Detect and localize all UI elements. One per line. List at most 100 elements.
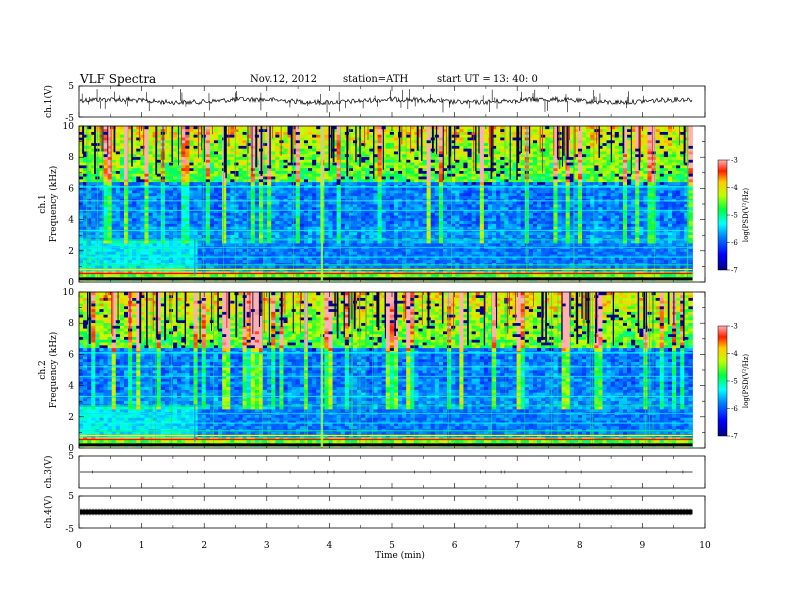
ch1-spectrogram-cell bbox=[328, 231, 333, 236]
ch1-spectrogram-cell bbox=[271, 190, 276, 194]
ch1-spectrogram-cell bbox=[361, 148, 366, 152]
ch1-spectrogram-cell bbox=[258, 248, 264, 252]
ch1-spectrogram-cell bbox=[234, 178, 239, 183]
ch1-spectrogram-cell bbox=[181, 184, 186, 188]
ch1-spectrogram-cell bbox=[156, 215, 162, 219]
ch1-spectrogram-cell bbox=[402, 198, 407, 202]
ch1-spectrogram-cell bbox=[128, 248, 133, 252]
ch1-spectrogram-cell bbox=[402, 192, 407, 197]
ch1-spectrogram-cell bbox=[107, 178, 113, 183]
ch1-spectrogram-cell bbox=[283, 243, 288, 247]
ch1-spectrogram-cell bbox=[218, 170, 223, 174]
ch1-spectrogram-cell bbox=[267, 181, 272, 185]
ch1-spectrogram-cell bbox=[267, 190, 272, 194]
ch1-spectrogram-cell bbox=[250, 137, 256, 141]
ch1-spectrogram-cell bbox=[263, 128, 268, 132]
ch1-spectrogram-cell bbox=[132, 251, 137, 255]
ch1-spectrogram-cell bbox=[136, 259, 141, 263]
ch1-spectrogram-cell bbox=[271, 212, 276, 216]
ch1-spectrogram-cell bbox=[373, 223, 378, 227]
ch1-spectrogram-cell bbox=[111, 212, 117, 216]
ch1-spectrogram-cell bbox=[385, 234, 391, 238]
ch1-spectrogram-cell bbox=[263, 248, 268, 252]
ch1-spectrogram-cell bbox=[140, 270, 145, 275]
ch1-spectrogram-cell bbox=[414, 167, 419, 171]
ch1-spectrogram-cell bbox=[152, 139, 158, 144]
ch1-spectrogram-cell bbox=[111, 209, 117, 213]
ch1-spectrogram-cell bbox=[83, 190, 88, 194]
ch1-spectrogram-cell bbox=[209, 209, 215, 213]
ch1-spectrogram-cell bbox=[115, 192, 121, 197]
ch1-spectrogram-cell bbox=[332, 223, 338, 227]
ch1-spectrogram-cell bbox=[177, 178, 182, 183]
ch1-spectrogram-cell bbox=[340, 142, 346, 146]
ch1-spectrogram-cell bbox=[414, 243, 419, 247]
ch1-spectrogram-cell bbox=[107, 156, 113, 160]
ch1-spectrogram-cell bbox=[177, 198, 182, 202]
ch1-spectrogram-cell bbox=[312, 156, 317, 160]
ch1-spectrogram-cell bbox=[340, 240, 346, 244]
ch1-spectrogram-cell bbox=[430, 201, 436, 205]
ch1-spectrogram-cell bbox=[87, 173, 92, 177]
ch1-spectrogram-cell bbox=[132, 190, 137, 194]
ch1-spectrogram-cell bbox=[275, 237, 280, 241]
ch1-spectrogram-cell bbox=[193, 128, 199, 132]
ch1-spectrogram-cell bbox=[303, 234, 309, 238]
ch1-spectrogram-cell bbox=[168, 215, 174, 219]
ch1-spectrogram-cell bbox=[377, 159, 383, 163]
ch1-spectrogram-cell bbox=[365, 240, 370, 244]
ch1-spectrogram-cell bbox=[422, 251, 428, 255]
ch1-spectrogram-cell bbox=[295, 231, 301, 236]
ch1-spectrogram-cell bbox=[422, 137, 428, 141]
ch1-spectrogram-cell bbox=[303, 159, 309, 163]
ch1-spectrogram-cell bbox=[332, 256, 338, 261]
ch1-spectrogram-cell bbox=[308, 165, 313, 169]
ch1-spectrogram-cell bbox=[393, 134, 399, 138]
ch1-spectrogram-cell bbox=[83, 151, 88, 155]
ch1-spectrogram-cell bbox=[209, 273, 215, 277]
ch1-spectrogram-cell bbox=[79, 187, 84, 191]
ch1-spectrogram-cell bbox=[185, 270, 190, 275]
ch1-spectrogram-cell bbox=[144, 190, 149, 194]
ch1-spectrogram-cell bbox=[148, 145, 154, 149]
ch1-spectrogram-cell bbox=[152, 148, 158, 152]
ch1-spectrogram-cell bbox=[258, 270, 264, 275]
ch1-spectrogram-cell bbox=[115, 162, 121, 166]
ch1-spectrogram-cell bbox=[414, 217, 419, 222]
ch1-spectrogram-cell bbox=[168, 259, 174, 263]
ch1-spectrogram-cell bbox=[185, 273, 190, 277]
ch1-spectrogram-cell bbox=[103, 159, 109, 163]
ch1-spectrogram-cell bbox=[132, 162, 137, 166]
ch1-spectrogram-cell bbox=[344, 240, 350, 244]
ch1-spectrogram-cell bbox=[152, 142, 158, 146]
ch1-spectrogram-cell bbox=[136, 159, 141, 163]
ch1-spectrogram-cell bbox=[303, 126, 309, 130]
ch1-spectrogram-cell bbox=[357, 223, 362, 227]
ch1-spectrogram-cell bbox=[418, 126, 423, 130]
ch1-spectrogram-cell bbox=[173, 243, 178, 247]
ch1-spectrogram-cell bbox=[201, 226, 207, 230]
ch1-spectrogram-cell bbox=[205, 187, 211, 191]
ch1-spectrogram-cell bbox=[389, 148, 395, 152]
ch1-spectrogram-cell bbox=[324, 204, 329, 208]
ch1-spectrogram-cell bbox=[123, 256, 129, 261]
ch1-spectrogram-cell bbox=[123, 201, 129, 205]
ch1-spectrogram-cell bbox=[177, 254, 182, 258]
ch1-spectrogram-cell bbox=[107, 248, 113, 252]
ch1-spectrogram-cell bbox=[254, 198, 260, 202]
ch1-spectrogram-cell bbox=[430, 176, 436, 180]
ch1-spectrogram-cell bbox=[99, 192, 104, 197]
ch1-spectrogram-cell bbox=[258, 212, 264, 216]
ch1-spectrogram-cell bbox=[287, 159, 293, 163]
ch1-spectrogram-cell bbox=[218, 201, 223, 205]
ch1-spectrogram-cell bbox=[353, 223, 358, 227]
ch1-spectrogram-cell bbox=[168, 220, 174, 224]
ch1-spectrogram-cell bbox=[381, 240, 387, 244]
ch1-spectrogram-cell bbox=[144, 165, 149, 169]
ch1-spectrogram-cell bbox=[148, 215, 154, 219]
ch1-spectrogram-cell bbox=[156, 237, 162, 241]
ch1-spectrogram-cell bbox=[152, 153, 158, 158]
ch1-spectrogram-cell bbox=[312, 220, 317, 224]
ch1-spectrogram-cell bbox=[168, 217, 174, 222]
ch1-spectrogram-cell bbox=[303, 137, 309, 141]
